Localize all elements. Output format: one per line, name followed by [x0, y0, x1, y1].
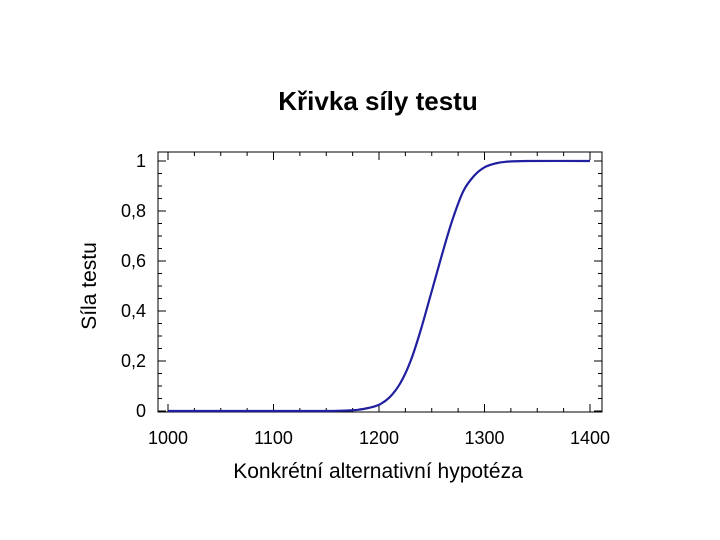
y-tick-label: 0: [136, 401, 146, 421]
tick-labels: 0 0,2 0,4 0,6 0,8 1 1000 1100 1200 1300 1400: [121, 151, 610, 448]
y-tick-label: 0,6: [121, 251, 146, 271]
x-tick-label: 1000: [148, 428, 188, 448]
chart-title: Křivka síly testu: [278, 86, 477, 116]
x-axis-label: Konkrétní alternativní hypotéza: [233, 460, 523, 483]
axis-ticks: [158, 152, 602, 412]
y-tick-label: 0,2: [121, 351, 146, 371]
y-tick-label: 0,8: [121, 201, 146, 221]
x-tick-label: 1200: [359, 428, 399, 448]
plot-frame: [157, 151, 603, 413]
y-tick-label: 1: [136, 151, 146, 171]
y-axis-label: Síla testu: [78, 242, 101, 330]
x-tick-label: 1100: [254, 428, 293, 448]
y-tick-label: 0,4: [121, 301, 146, 321]
power-curve-line: [167, 159, 591, 413]
x-tick-label: 1300: [464, 428, 504, 448]
x-tick-label: 1400: [570, 428, 610, 448]
